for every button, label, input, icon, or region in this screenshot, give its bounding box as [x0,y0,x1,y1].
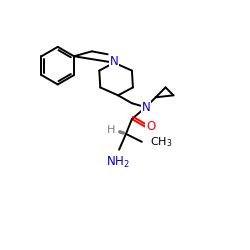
Text: H: H [107,125,115,135]
Text: O: O [146,120,155,134]
Text: CH$_3$: CH$_3$ [150,135,172,149]
Text: NH$_2$: NH$_2$ [106,155,130,170]
Text: N: N [110,55,118,68]
Text: N: N [142,101,150,114]
